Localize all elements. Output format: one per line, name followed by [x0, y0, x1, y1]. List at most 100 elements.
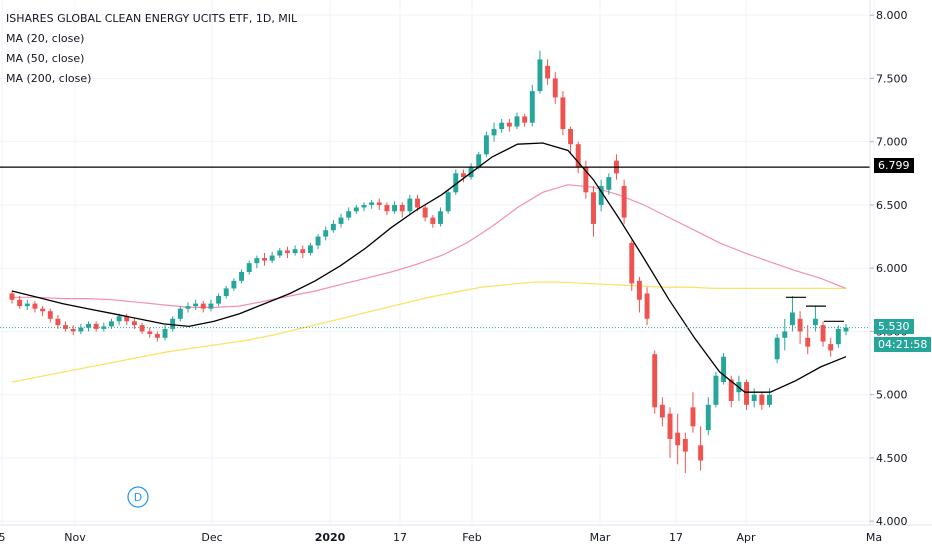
candle-body: [131, 321, 137, 326]
price-tick-label: 4.500: [876, 452, 908, 465]
candle: [782, 318, 788, 351]
candle: [636, 277, 642, 313]
candle: [682, 432, 688, 474]
candle-body: [116, 316, 122, 322]
candle: [78, 323, 84, 334]
candle: [307, 242, 313, 256]
candle-body: [445, 192, 451, 212]
candle: [323, 226, 329, 241]
candle-body: [262, 258, 267, 261]
candle: [483, 131, 489, 157]
candle: [193, 299, 199, 310]
candle-body: [606, 177, 612, 190]
candle-body: [537, 59, 543, 92]
candle: [254, 255, 260, 269]
candle-body: [93, 323, 99, 329]
candle: [292, 245, 298, 256]
candle: [675, 413, 681, 465]
candle-body: [55, 318, 61, 326]
candle: [552, 72, 558, 104]
candle: [154, 331, 160, 342]
candle-body: [568, 129, 574, 145]
candle: [63, 321, 69, 332]
candle: [598, 179, 604, 212]
candle-body: [170, 318, 176, 329]
candle-body: [514, 116, 520, 127]
candle-body: [177, 308, 183, 319]
candle-body: [438, 211, 443, 224]
candle-body: [591, 192, 596, 224]
moving-averages: [11, 184, 847, 383]
candle-body: [843, 327, 849, 332]
candle: [147, 327, 153, 338]
candle: [751, 388, 757, 408]
candle-body: [744, 382, 749, 405]
candle: [116, 313, 122, 326]
candle-body: [422, 207, 428, 218]
candle-body: [307, 245, 313, 254]
candle: [606, 173, 612, 195]
time-tick-label: 5: [0, 531, 6, 544]
candle: [131, 318, 137, 329]
time-axis[interactable]: 5 Nov Dec 2020 17 Feb Mar 17 Apr Ma: [0, 531, 882, 544]
candle-body: [254, 258, 260, 264]
candle-body: [721, 356, 727, 383]
ma50-line: [12, 184, 847, 308]
legend-ma200[interactable]: MA (200, close): [6, 72, 92, 85]
dividend-marker[interactable]: D: [127, 486, 149, 508]
candle-body: [208, 303, 214, 309]
candle: [32, 301, 38, 313]
candle-body: [499, 122, 505, 130]
candle: [705, 397, 711, 436]
candle: [690, 392, 696, 433]
candle: [124, 313, 130, 326]
candle: [698, 426, 704, 471]
candle: [843, 323, 849, 336]
candle: [361, 202, 367, 212]
candle-body: [812, 318, 818, 326]
chart-legend: ISHARES GLOBAL CLEAN ENERGY UCITS ETF, 1…: [6, 9, 297, 89]
candle-body: [246, 263, 252, 272]
candle-body: [369, 202, 375, 205]
time-tick-label: 17: [393, 531, 407, 544]
candle: [514, 112, 520, 130]
candle-body: [216, 296, 222, 304]
time-tick-label: Ma: [866, 531, 882, 544]
candle: [438, 207, 443, 227]
price-axis[interactable]: 8.0007.5007.0006.5006.0005.5005.0004.500…: [870, 9, 908, 528]
candle-body: [598, 185, 604, 205]
candle: [315, 234, 321, 250]
candle: [47, 308, 53, 323]
candle: [797, 311, 803, 345]
candle: [499, 118, 505, 133]
candle-body: [353, 207, 359, 212]
time-tick-label: Apr: [736, 531, 756, 544]
candle: [70, 325, 76, 336]
candle-body: [200, 303, 206, 309]
candle-body: [698, 445, 704, 461]
candle: [460, 169, 466, 183]
candle-body: [384, 204, 390, 212]
candle-body: [529, 91, 535, 123]
candle-body: [162, 328, 168, 338]
legend-ma50[interactable]: MA (50, close): [6, 52, 85, 65]
candle: [86, 321, 91, 332]
candle-body: [300, 249, 306, 254]
legend-ma20[interactable]: MA (20, close): [6, 32, 85, 45]
candle-body: [690, 407, 696, 427]
symbol-title[interactable]: ISHARES GLOBAL CLEAN ENERGY UCITS ETF, 1…: [6, 12, 298, 25]
price-tick-label: 7.000: [876, 136, 908, 149]
candle-body: [682, 438, 688, 452]
candle: [177, 306, 183, 322]
candle-body: [629, 242, 635, 284]
candle: [422, 204, 428, 222]
time-tick-label: Nov: [64, 531, 86, 544]
candle: [93, 321, 99, 332]
candle: [774, 333, 780, 364]
candle: [568, 126, 574, 155]
candle: [744, 379, 749, 410]
candle: [445, 189, 451, 214]
candle-body: [193, 303, 199, 307]
candle: [40, 306, 46, 317]
